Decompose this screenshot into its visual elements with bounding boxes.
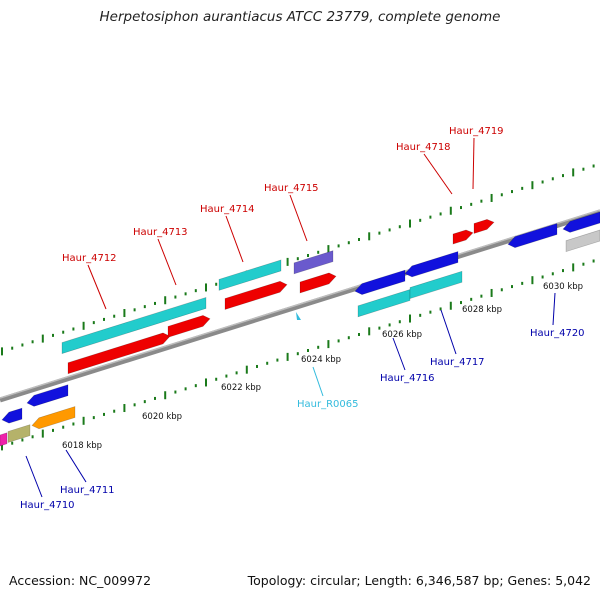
rna-haur-r0065[interactable]	[296, 312, 301, 320]
gene-label-haur-4719[interactable]: Haur_4719	[449, 126, 504, 137]
gene-label-haur-4711[interactable]: Haur_4711	[60, 485, 115, 496]
scale-label-6024: 6024 kbp	[301, 355, 341, 365]
gene-haur-4711-blue[interactable]	[26, 384, 69, 407]
gene-labels[interactable]: Haur_4712 Haur_4713 Haur_4714 Haur_4715 …	[20, 126, 585, 511]
topology-text: Topology: circular; Length: 6,346,587 bp…	[247, 573, 591, 588]
gene-label-haur-4720[interactable]: Haur_4720	[530, 328, 585, 339]
gene-haur-4717-b[interactable]	[409, 270, 463, 299]
gene-label-haur-4712[interactable]: Haur_4712	[62, 253, 117, 264]
leader-4712	[87, 264, 107, 310]
scale-labels: 6018 kbp 6020 kbp 6022 kbp 6024 kbp 6026…	[62, 282, 583, 451]
label-leader-lines	[25, 137, 556, 498]
gene-haur-4713[interactable]	[167, 315, 211, 338]
leader-4720	[552, 292, 556, 326]
leader-r0065	[312, 366, 324, 397]
genome-backbone	[0, 209, 600, 403]
gene-haur-4715[interactable]	[293, 250, 334, 275]
scale-label-6028: 6028 kbp	[462, 305, 502, 315]
gene-haur-4714-b[interactable]	[224, 280, 288, 310]
scale-label-6018: 6018 kbp	[62, 441, 102, 451]
gene-gray[interactable]	[565, 229, 600, 253]
gene-haur-4721[interactable]	[562, 211, 600, 233]
gene-haur-4714[interactable]	[218, 259, 282, 291]
upper-tick-row	[1, 164, 595, 356]
gene-haur-4719[interactable]	[473, 219, 495, 234]
gene-haur-4718[interactable]	[452, 229, 474, 245]
gene-label-haur-4710[interactable]: Haur_4710	[20, 500, 75, 511]
gene-haur-4717[interactable]	[404, 251, 459, 278]
gene-label-haur-4717[interactable]: Haur_4717	[430, 357, 485, 368]
leader-4718	[423, 153, 453, 195]
gene-haur-4716-b[interactable]	[357, 289, 411, 318]
gene-haur-4720[interactable]	[507, 223, 558, 248]
gene-khaki[interactable]	[7, 424, 31, 443]
leader-4710	[25, 455, 43, 498]
gene-haur-4712-b[interactable]	[67, 332, 171, 375]
leader-4715	[289, 194, 308, 242]
scale-label-6020: 6020 kbp	[142, 412, 182, 422]
lower-tick-row	[1, 259, 595, 451]
scale-label-6030: 6030 kbp	[543, 282, 583, 292]
leader-4717	[440, 309, 457, 355]
gene-magenta[interactable]	[0, 432, 8, 447]
gene-label-haur-4716[interactable]: Haur_4716	[380, 373, 435, 384]
gene-haur-4710-blue[interactable]	[1, 407, 23, 424]
gene-haur-4712[interactable]	[61, 297, 207, 354]
leader-4711	[65, 449, 87, 483]
gene-haur-4716[interactable]	[354, 269, 406, 295]
leader-4719	[472, 137, 475, 190]
gene-haur-4715-b[interactable]	[299, 272, 337, 294]
scale-label-6026: 6026 kbp	[382, 330, 422, 340]
gene-label-haur-4713[interactable]: Haur_4713	[133, 227, 188, 238]
accession-text: Accession: NC_009972	[9, 573, 152, 588]
leader-4713	[157, 238, 177, 286]
map-title: Herpetosiphon aurantiacus ATCC 23779, co…	[99, 9, 501, 25]
leader-4714	[225, 215, 244, 263]
rna-label-haur-r0065[interactable]: Haur_R0065	[297, 399, 359, 410]
gene-haur-4711-orange[interactable]	[31, 406, 76, 430]
gene-label-haur-4715[interactable]: Haur_4715	[264, 183, 319, 194]
gene-label-haur-4718[interactable]: Haur_4718	[396, 142, 451, 153]
scale-label-6022: 6022 kbp	[221, 383, 261, 393]
gene-features[interactable]	[0, 211, 600, 447]
leader-4716	[392, 337, 406, 371]
gene-label-haur-4714[interactable]: Haur_4714	[200, 204, 255, 215]
